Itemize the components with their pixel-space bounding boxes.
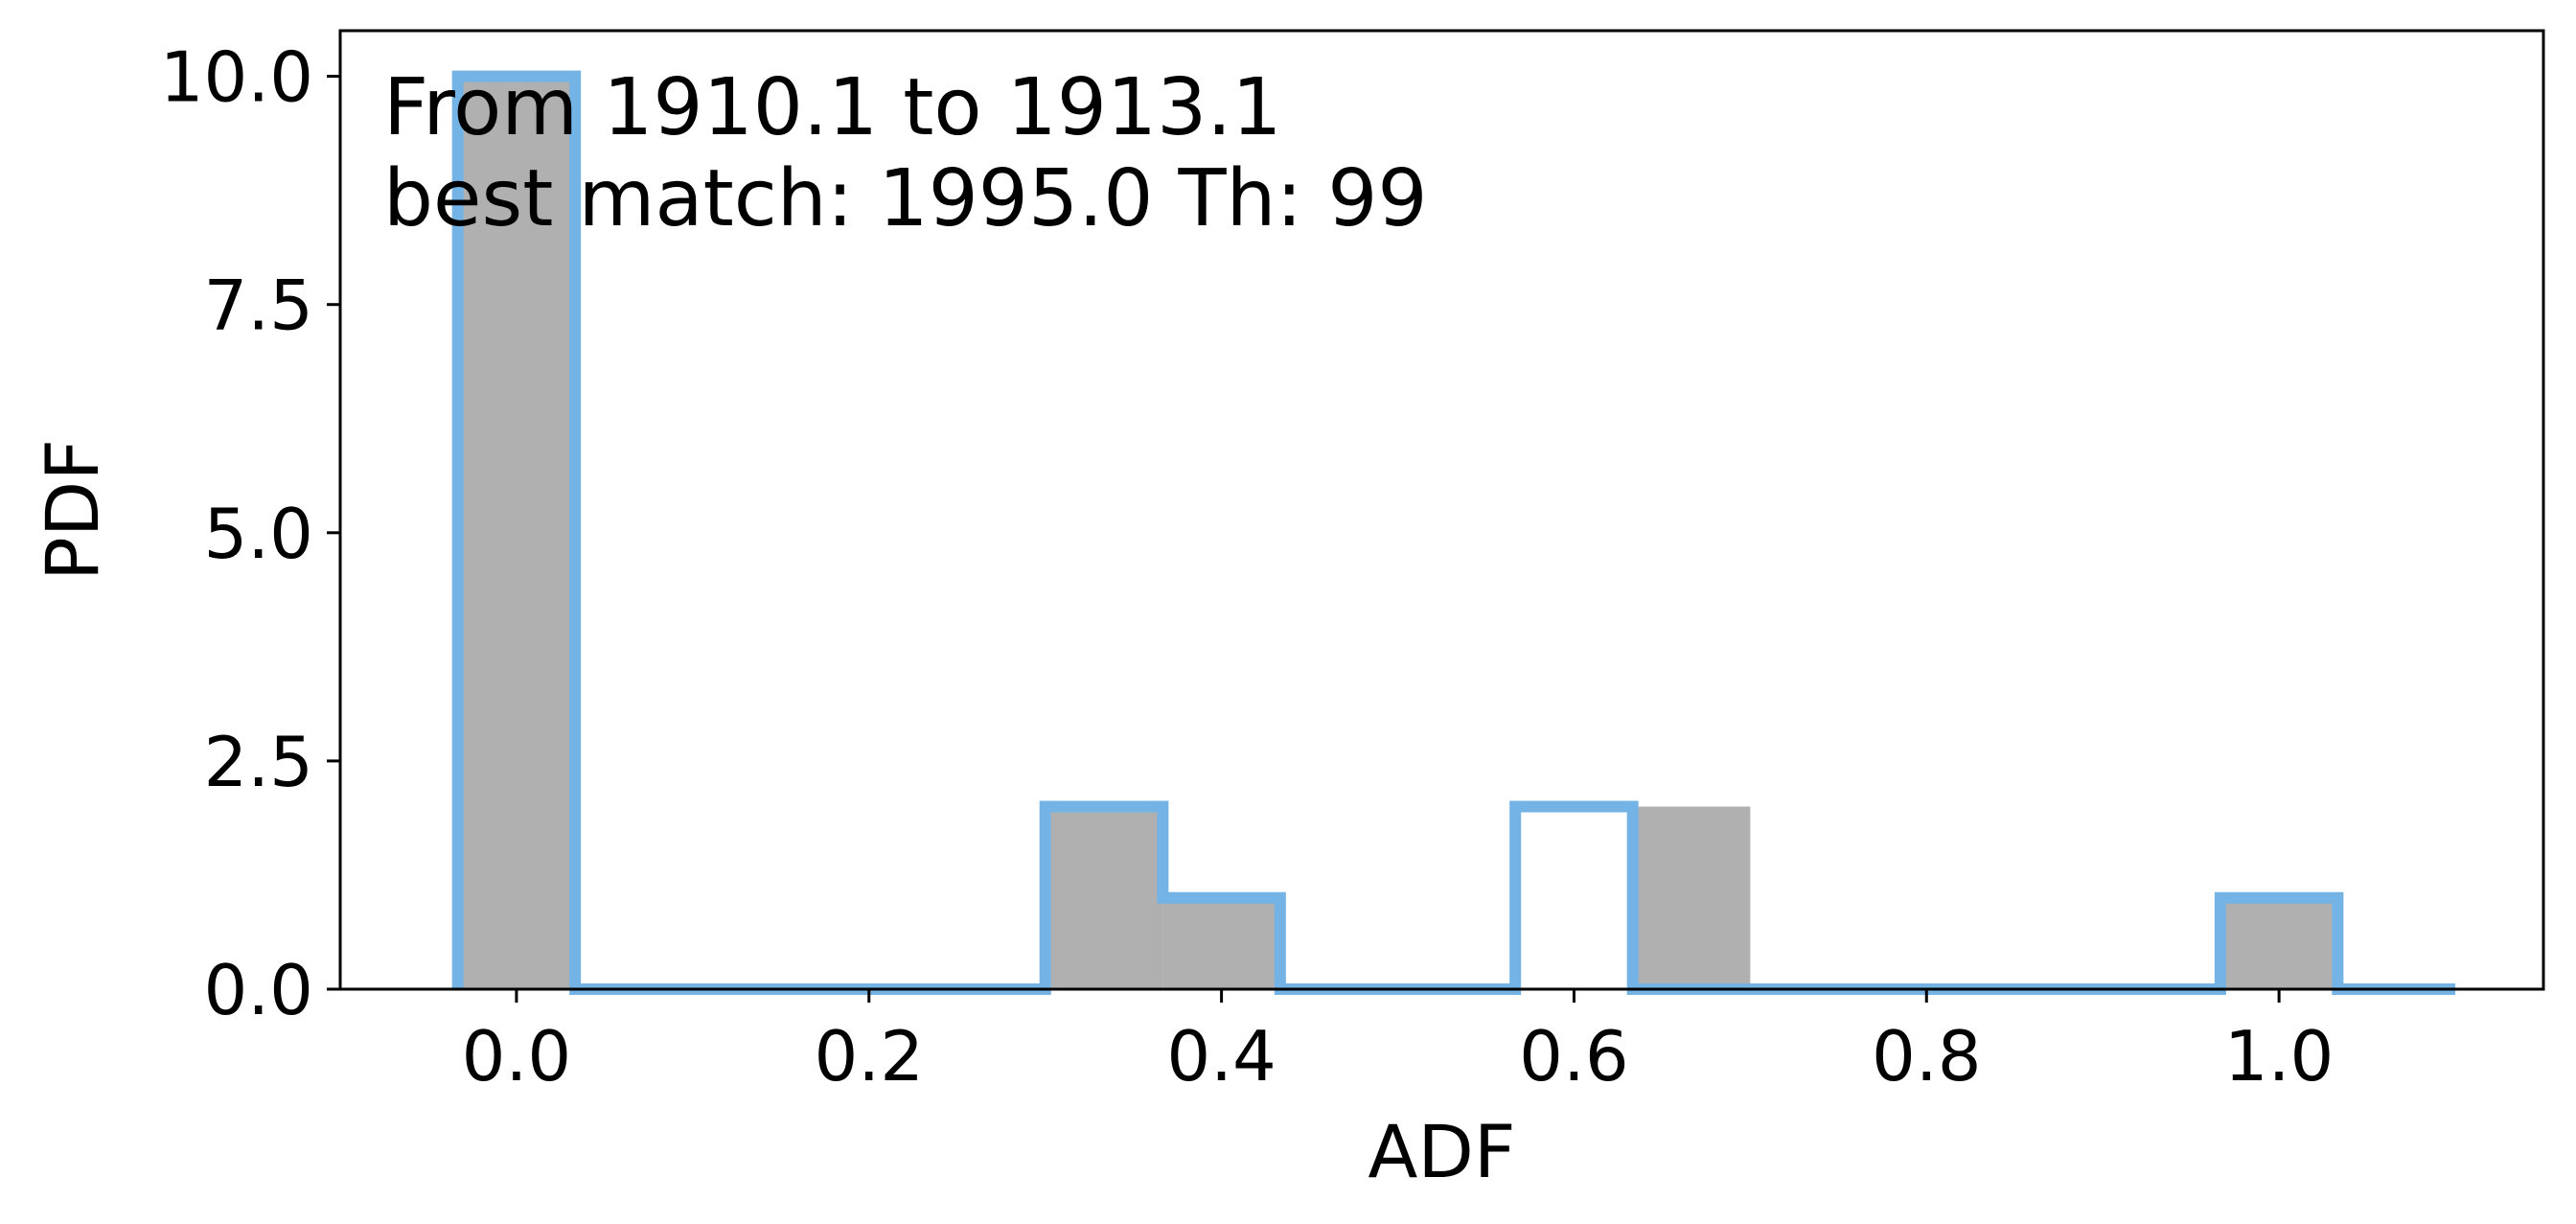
plot-frame	[338, 29, 2545, 991]
gray-bar-0	[457, 76, 576, 990]
y-axis: 0.0 2.5 5.0 7.5 10.0	[160, 37, 340, 1030]
y-tick-label: 7.5	[203, 266, 313, 346]
y-tick-label: 2.5	[203, 722, 313, 802]
x-tick-label: 0.0	[462, 1016, 572, 1097]
y-axis-label: PDF	[30, 439, 115, 581]
y-tick-label: 0.0	[203, 950, 313, 1030]
annotation-line-2: best match: 1995.0 Th: 99	[383, 153, 1428, 244]
y-tick-label: 5.0	[203, 494, 313, 574]
x-tick-label: 1.0	[2224, 1016, 2334, 1097]
x-axis: 0.0 0.2 0.4 0.6 0.8 1.0	[462, 989, 2334, 1097]
gray-bar-3	[1632, 806, 1751, 989]
annotation-line-1: From 1910.1 to 1913.1	[383, 62, 1282, 153]
gray-bar-2	[1162, 897, 1280, 989]
gray-bar-4	[2220, 897, 2338, 989]
x-axis-label: ADF	[1368, 1109, 1515, 1194]
x-tick-label: 0.2	[815, 1016, 925, 1097]
x-tick-label: 0.6	[1519, 1016, 1629, 1097]
gray-bar-1	[1045, 806, 1163, 989]
y-tick-label: 10.0	[160, 37, 313, 118]
x-tick-label: 0.4	[1166, 1016, 1276, 1097]
x-tick-label: 0.8	[1872, 1016, 1982, 1097]
gray-bars-group	[457, 76, 2338, 990]
